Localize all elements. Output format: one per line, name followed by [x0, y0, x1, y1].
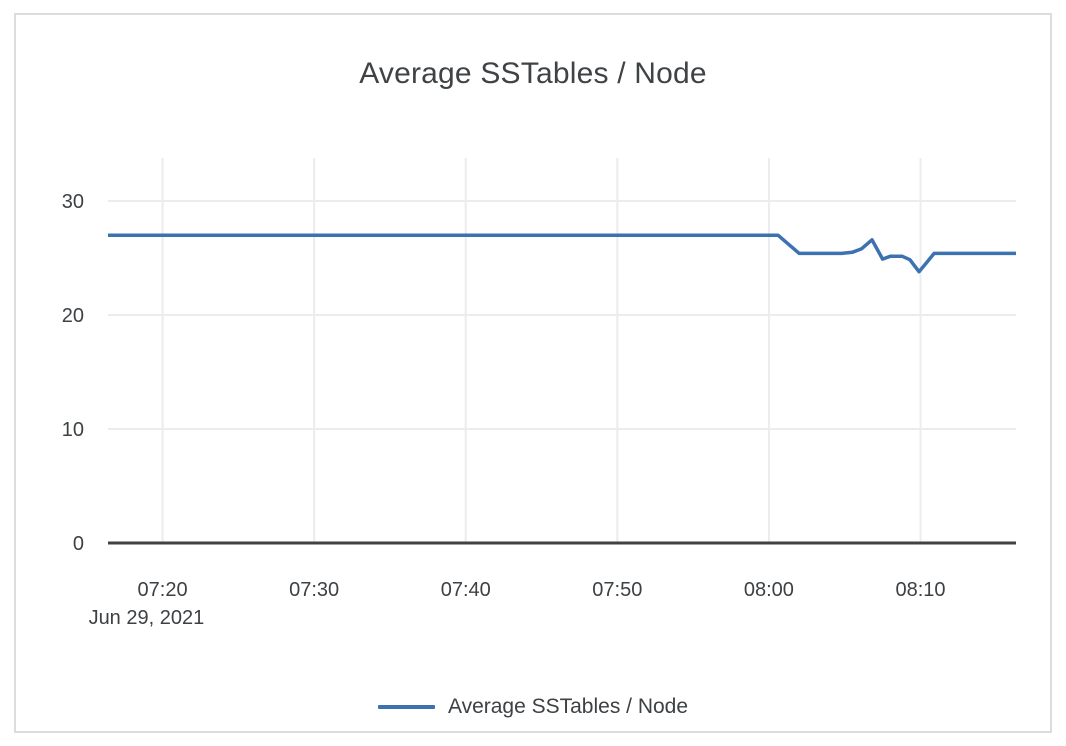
y-tick-label: 20 — [62, 305, 84, 327]
x-tick-label: 07:30 — [289, 579, 339, 601]
legend-label: Average SSTables / Node — [447, 695, 689, 718]
chart-card: Average SSTables / Node 0 10 20 30 07:20 07:3… — [14, 13, 1052, 733]
x-tick-label: 07:40 — [441, 579, 491, 601]
chart-title: Average SSTables / Node — [359, 57, 707, 90]
y-tick-label: 30 — [62, 191, 84, 213]
x-tick-label: 08:10 — [895, 579, 945, 601]
x-tick-label: 08:00 — [744, 579, 794, 601]
x-tick-label: 07:20 — [138, 579, 188, 601]
series-line — [108, 233, 1016, 274]
x-tick-label: 07:50 — [592, 579, 642, 601]
y-tick-label: 0 — [73, 533, 84, 555]
y-tick-label: 10 — [62, 419, 84, 441]
legend-line-swatch — [377, 705, 435, 709]
chart-legend[interactable]: Average SSTables / Node — [16, 695, 1050, 719]
line-chart[interactable]: 0 10 20 30 07:20 07:30 07:40 07:50 08:00 08:10 Jun… — [16, 15, 1050, 731]
x-axis-date-label: Jun 29, 2021 — [89, 607, 205, 629]
